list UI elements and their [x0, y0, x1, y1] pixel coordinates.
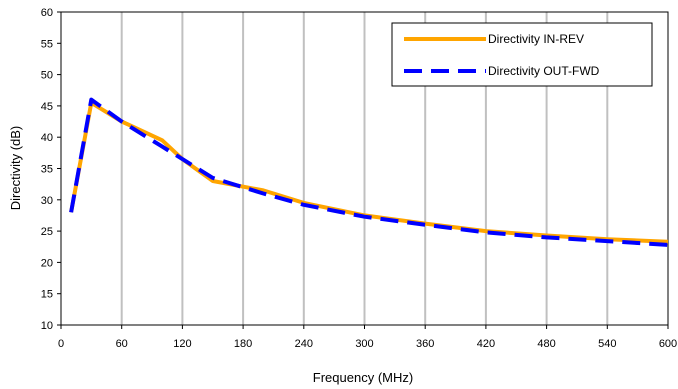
- y-tick-label: 50: [41, 70, 53, 82]
- series-line-in-rev: [69, 100, 669, 244]
- y-tick-label: 45: [41, 101, 53, 113]
- series-line-out-fwd: [69, 97, 669, 247]
- x-tick-label: 120: [173, 338, 191, 350]
- y-tick-label: 60: [41, 7, 53, 19]
- y-tick-label: 30: [41, 195, 53, 207]
- x-tick-label: 0: [58, 338, 64, 350]
- y-tick-label: 40: [41, 132, 53, 144]
- x-tick-label: 180: [234, 338, 252, 350]
- y-tick-label: 25: [41, 226, 53, 238]
- y-tick-label: 10: [41, 320, 53, 332]
- x-tick-label: 480: [537, 338, 555, 350]
- x-axis-title: Frequency (MHz): [313, 370, 413, 385]
- y-tick-label: 35: [41, 164, 53, 176]
- legend-label-in-rev: Directivity IN-REV: [488, 32, 584, 46]
- y-tick-label: 20: [41, 257, 53, 269]
- y-tick-label: 55: [41, 38, 53, 50]
- series-layer: [69, 97, 669, 247]
- legend-box: [391, 22, 653, 87]
- y-axis-title: Directivity (dB): [8, 126, 23, 211]
- y-axis: 10 15 20 25 30 35 40 45 50 55 60: [41, 7, 61, 332]
- x-axis: 0 60 120 180 240 300 360 420 480 540 600: [58, 325, 677, 350]
- x-tick-label: 60: [116, 338, 128, 350]
- y-tick-label: 15: [41, 289, 53, 301]
- x-tick-label: 240: [295, 338, 313, 350]
- legend-label-out-fwd: Directivity OUT-FWD: [488, 64, 600, 78]
- x-tick-label: 600: [659, 338, 677, 350]
- x-tick-label: 420: [477, 338, 495, 350]
- x-tick-label: 540: [598, 338, 616, 350]
- x-tick-label: 300: [355, 338, 373, 350]
- x-tick-label: 360: [416, 338, 434, 350]
- legend: Directivity IN-REV Directivity OUT-FWD: [391, 22, 653, 87]
